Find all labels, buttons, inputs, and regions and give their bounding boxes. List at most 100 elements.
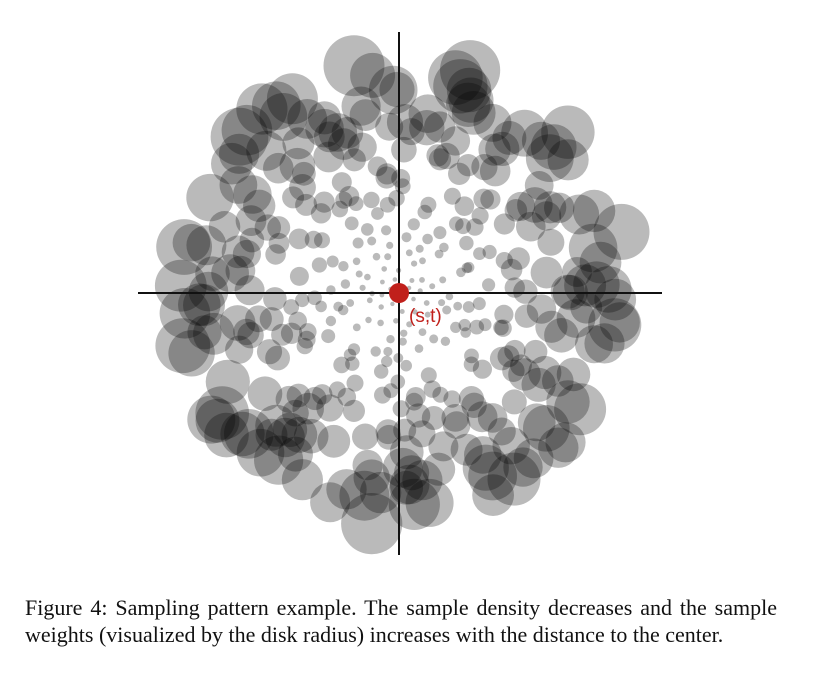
sample-disk bbox=[375, 166, 398, 189]
sample-disk bbox=[397, 118, 425, 146]
sample-disk bbox=[386, 241, 394, 249]
sample-disk bbox=[313, 141, 345, 173]
sample-disk bbox=[208, 211, 241, 243]
sample-disk bbox=[381, 266, 388, 272]
sample-disk bbox=[305, 108, 344, 148]
sample-disk bbox=[388, 190, 405, 207]
sample-disk bbox=[451, 91, 496, 135]
sample-disk bbox=[310, 482, 351, 523]
sample-disk bbox=[321, 329, 336, 344]
center-label: (s,t) bbox=[409, 306, 442, 327]
sample-disk bbox=[353, 459, 390, 496]
sample-disk bbox=[462, 444, 509, 491]
sample-disk bbox=[495, 252, 513, 270]
sample-disk bbox=[424, 311, 431, 318]
sample-disk bbox=[524, 171, 554, 200]
sample-disk bbox=[279, 147, 316, 184]
sample-disk bbox=[326, 469, 367, 510]
sample-disk bbox=[344, 216, 359, 231]
sample-disk bbox=[440, 40, 501, 101]
sample-disk bbox=[449, 216, 464, 231]
sample-disk bbox=[376, 163, 398, 185]
sample-disk bbox=[438, 299, 446, 307]
sample-disk bbox=[391, 169, 411, 188]
sample-disk bbox=[434, 249, 444, 259]
sample-disk bbox=[293, 418, 329, 454]
sample-disk bbox=[221, 235, 255, 269]
sample-disk bbox=[367, 156, 388, 177]
sample-disk bbox=[287, 99, 328, 139]
sample-disk bbox=[350, 52, 396, 98]
sample-disk bbox=[455, 218, 472, 235]
sample-disk bbox=[317, 424, 351, 458]
sample-disk bbox=[453, 301, 463, 311]
sample-disk bbox=[584, 323, 625, 364]
sample-disk bbox=[219, 133, 260, 174]
sample-disk bbox=[341, 492, 403, 555]
sample-disk bbox=[405, 392, 423, 411]
sample-disk bbox=[341, 86, 381, 126]
sample-disk bbox=[446, 82, 491, 128]
sample-disk bbox=[599, 302, 640, 343]
sample-disk bbox=[296, 337, 313, 355]
sample-disk bbox=[492, 427, 530, 465]
sample-disk bbox=[398, 337, 407, 346]
sample-disk bbox=[400, 359, 413, 372]
sample-disk bbox=[259, 307, 284, 332]
sample-disk bbox=[239, 227, 265, 253]
sample-disk bbox=[288, 311, 308, 331]
sample-disk bbox=[307, 290, 322, 306]
sample-disk bbox=[469, 319, 485, 335]
sample-disk bbox=[417, 204, 433, 220]
sample-disk bbox=[247, 376, 283, 412]
sample-disk bbox=[422, 233, 433, 245]
sample-disk bbox=[243, 189, 276, 222]
sample-disk bbox=[342, 399, 365, 422]
sample-disk bbox=[450, 321, 462, 333]
sample-disk bbox=[482, 244, 497, 260]
sample-disk bbox=[426, 144, 449, 167]
sample-disk bbox=[283, 299, 300, 315]
sample-disk bbox=[559, 194, 600, 235]
sample-disk bbox=[386, 104, 424, 141]
sample-disk bbox=[289, 174, 316, 201]
sample-disk bbox=[531, 201, 562, 231]
sample-disk bbox=[450, 433, 483, 466]
sample-disk bbox=[375, 419, 401, 445]
sample-disk bbox=[313, 191, 335, 213]
sample-disk bbox=[236, 83, 288, 135]
sample-disk bbox=[366, 297, 373, 304]
sample-disk bbox=[564, 264, 607, 307]
sample-disk bbox=[295, 292, 310, 308]
sample-disk bbox=[256, 339, 283, 365]
sample-disk bbox=[225, 255, 256, 286]
sample-disk bbox=[423, 300, 430, 306]
sample-disk bbox=[265, 417, 305, 458]
sample-disk bbox=[405, 478, 454, 527]
sample-disk bbox=[331, 200, 349, 218]
sample-disk bbox=[154, 259, 207, 312]
sample-disk bbox=[530, 256, 563, 289]
sample-disk bbox=[211, 142, 253, 185]
sample-disk bbox=[415, 244, 424, 253]
sample-disk bbox=[331, 172, 352, 193]
sample-disk bbox=[409, 110, 445, 146]
sample-disk bbox=[538, 427, 579, 468]
sample-disk bbox=[205, 359, 250, 404]
sample-disk bbox=[406, 321, 413, 328]
sample-disk bbox=[463, 261, 475, 273]
sample-disk bbox=[478, 133, 511, 166]
sample-disk bbox=[326, 255, 339, 268]
sample-disk bbox=[428, 431, 459, 462]
sample-disk bbox=[466, 218, 484, 236]
sample-disk bbox=[408, 94, 448, 133]
sample-disk bbox=[461, 262, 473, 274]
sample-disk bbox=[236, 428, 285, 477]
sample-disk bbox=[348, 196, 364, 212]
sample-disk bbox=[480, 189, 501, 210]
sample-disk bbox=[535, 310, 568, 343]
sample-disk bbox=[384, 253, 392, 261]
center-point bbox=[389, 283, 409, 303]
sample-disk bbox=[440, 336, 451, 346]
sample-disk bbox=[494, 304, 514, 324]
